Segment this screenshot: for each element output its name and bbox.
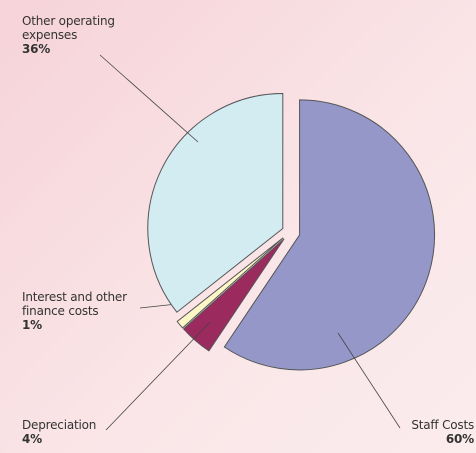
value-label: 60% <box>445 432 474 446</box>
value-label: 36% <box>22 42 51 56</box>
slice-label: Depreciation 4% <box>22 418 112 446</box>
category-label: Depreciation <box>22 418 97 432</box>
slice-label: Other operating expenses 36% <box>22 14 137 56</box>
slice-label: Interest and other finance costs 1% <box>22 290 152 332</box>
category-label: Staff Costs <box>411 418 474 432</box>
slice-label: Staff Costs 60% <box>384 418 474 446</box>
leader-line <box>105 321 211 431</box>
value-label: 1% <box>22 318 42 332</box>
category-label: Other operating expenses <box>22 14 115 42</box>
value-label: 4% <box>22 432 42 446</box>
leader-line <box>337 332 401 429</box>
pie-slice <box>223 99 436 371</box>
category-label: Interest and other finance costs <box>22 290 127 318</box>
leader-line <box>99 54 199 143</box>
pie-slice <box>147 93 284 313</box>
pie-slice <box>176 237 284 329</box>
